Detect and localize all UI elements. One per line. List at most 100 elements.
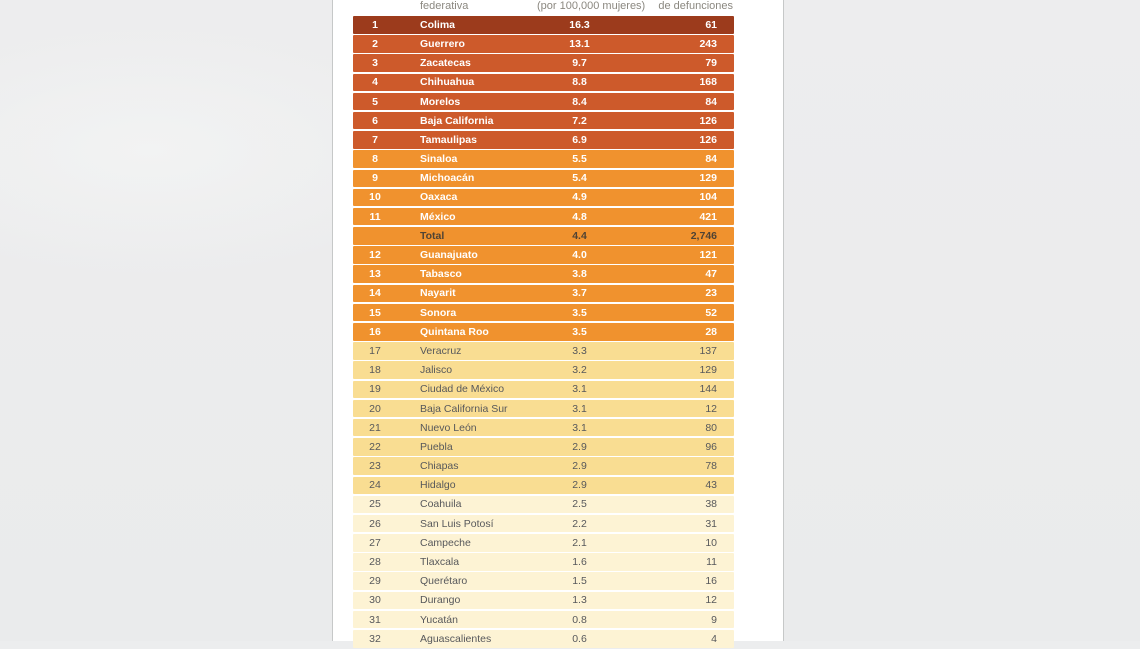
rate-cell: 4.0 — [572, 249, 587, 261]
table-row: 19 Ciudad de México 3.1 144 — [353, 380, 734, 399]
deaths-cell: 4 — [711, 632, 717, 645]
rank-cell: 13 — [369, 268, 381, 281]
rank-cell: 32 — [369, 632, 381, 645]
table-row: 22 Puebla 2.9 96 — [353, 438, 734, 456]
rank-cell: 17 — [369, 344, 381, 357]
table-body: 1 Colima 16.3 61 2 Guerrero 13.1 243 3 Zacatecas 9… — [353, 16, 734, 648]
rate-cell: 2.9 — [572, 440, 587, 453]
table-row: 25 Coahuila 2.5 38 — [353, 495, 734, 514]
table-row: 20 Baja California Sur 3.1 12 — [353, 399, 734, 418]
rate-cell: 2.1 — [572, 536, 587, 549]
deaths-cell: 28 — [705, 325, 717, 338]
table-row: 7 Tamaulipas 6.9 126 — [353, 131, 734, 149]
rate-cell: 3.7 — [572, 287, 587, 300]
rank-cell: 1 — [372, 18, 378, 31]
deaths-cell: 16 — [705, 575, 717, 588]
rate-cell: 2.9 — [572, 460, 587, 473]
rank-column-header — [353, 0, 397, 16]
deaths-cell: 104 — [699, 191, 717, 204]
entity-cell: Coahuila — [420, 498, 462, 511]
rate-cell: 4.4 — [572, 229, 587, 242]
deaths-cell: 129 — [699, 172, 717, 185]
entity-cell: Querétaro — [420, 575, 468, 588]
rate-cell: 1.5 — [572, 575, 587, 588]
deaths-cell: 80 — [705, 421, 717, 434]
deaths-cell: 421 — [699, 210, 717, 223]
rank-cell: 20 — [369, 402, 381, 415]
deaths-cell: 61 — [705, 18, 717, 31]
table-row: 9 Michoacán 5.4 129 — [353, 169, 734, 187]
rank-cell: 31 — [369, 613, 381, 626]
deaths-cell: 126 — [699, 114, 717, 127]
entity-cell: Colima — [420, 18, 456, 31]
rate-cell: 7.2 — [572, 114, 587, 127]
rank-cell: 15 — [369, 306, 381, 319]
rank-cell: 23 — [369, 460, 381, 473]
rate-cell: 2.2 — [572, 517, 587, 530]
rank-cell: 19 — [369, 383, 381, 396]
entity-cell: Jalisco — [420, 364, 453, 377]
deaths-cell: 23 — [705, 287, 717, 300]
entity-cell: Ciudad de México — [420, 383, 505, 396]
table-row: 8 Sinaloa 5.5 84 — [353, 150, 734, 168]
rate-cell: 1.6 — [572, 556, 587, 568]
deaths-cell: 79 — [705, 57, 717, 70]
rate-cell: 3.8 — [572, 268, 587, 281]
rank-cell: 27 — [369, 536, 381, 549]
rank-cell: 6 — [372, 114, 378, 127]
entity-cell: Tlaxcala — [420, 556, 460, 568]
rate-column-header: (por 100,000 mujeres) — [537, 0, 646, 12]
rate-cell: 4.8 — [572, 210, 587, 223]
entity-cell: Guanajuato — [420, 249, 478, 261]
table-row: 2 Guerrero 13.1 243 — [353, 35, 734, 53]
rate-cell: 6.9 — [572, 133, 587, 146]
rank-cell: 29 — [369, 575, 381, 588]
rate-cell: 9.7 — [572, 57, 587, 70]
rank-cell: 25 — [369, 498, 381, 511]
rank-cell: 12 — [369, 249, 381, 261]
rate-cell: 8.4 — [572, 95, 587, 108]
deaths-cell: 43 — [705, 479, 717, 492]
rank-cell: 5 — [372, 95, 378, 108]
table-row: 11 México 4.8 421 — [353, 207, 734, 226]
entity-cell: Oaxaca — [420, 191, 458, 204]
table-row: 14 Nayarit 3.7 23 — [353, 284, 734, 303]
rate-cell: 5.5 — [572, 153, 587, 166]
deaths-cell: 84 — [705, 153, 717, 166]
deaths-cell: 126 — [699, 133, 717, 146]
entity-cell: México — [420, 210, 456, 223]
table-row: 18 Jalisco 3.2 129 — [353, 361, 734, 379]
deaths-cell: 12 — [705, 402, 717, 415]
entity-cell: Durango — [420, 594, 461, 607]
entity-cell: Nuevo León — [420, 421, 477, 434]
table-row: 3 Zacatecas 9.7 79 — [353, 54, 734, 72]
entity-cell: Morelos — [420, 95, 461, 108]
table-row: 21 Nuevo León 3.1 80 — [353, 418, 734, 437]
deaths-cell: 38 — [705, 498, 717, 511]
entity-cell: Aguascalientes — [420, 632, 492, 645]
rate-cell: 3.2 — [572, 364, 587, 377]
rate-cell: 3.5 — [572, 325, 587, 338]
rank-cell: 7 — [372, 133, 378, 146]
statistics-table: federativa (por 100,000 mujeres) de defu… — [353, 0, 734, 649]
deaths-column-header: de defunciones — [658, 0, 733, 12]
entity-cell: Chihuahua — [420, 76, 475, 89]
table-header-row: federativa (por 100,000 mujeres) de defu… — [353, 0, 734, 16]
entity-cell: Michoacán — [420, 172, 475, 185]
rate-cell: 8.8 — [572, 76, 587, 89]
rate-cell: 2.9 — [572, 479, 587, 492]
table-row: 15 Sonora 3.5 52 — [353, 303, 734, 322]
rank-cell: 9 — [372, 172, 378, 185]
table-row: 12 Guanajuato 4.0 121 — [353, 246, 734, 264]
table-row-total: Total 4.4 2,746 — [353, 227, 734, 245]
table-row: 27 Campeche 2.1 10 — [353, 534, 734, 552]
rank-cell: 11 — [369, 210, 381, 223]
rate-cell: 1.3 — [572, 594, 587, 607]
rank-cell: 24 — [369, 479, 381, 492]
deaths-cell: 84 — [705, 95, 717, 108]
deaths-cell: 129 — [699, 364, 717, 377]
rate-cell: 3.1 — [572, 402, 587, 415]
deaths-cell: 12 — [705, 594, 717, 607]
rank-cell: 16 — [369, 325, 381, 338]
